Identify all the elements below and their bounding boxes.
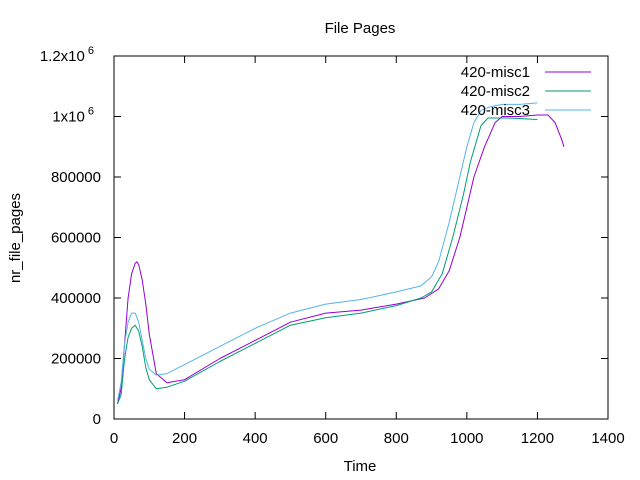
- x-tick-label: 1000: [450, 430, 483, 447]
- series-lines: [117, 102, 565, 405]
- x-tick-label: 1400: [591, 430, 624, 447]
- plot-area: [113, 55, 609, 420]
- y-tick-exponent: 6: [88, 106, 94, 118]
- legend: 420-misc1 420-misc2 420-misc3: [461, 64, 591, 119]
- x-tick-label: 0: [110, 430, 118, 447]
- x-axis-title: Time: [344, 458, 377, 475]
- y-tick-label: 800000: [51, 169, 101, 186]
- series-line-420-misc1: [117, 114, 565, 405]
- y-tick-label: 400000: [51, 290, 101, 307]
- legend-label-420-misc3: 420-misc3: [461, 102, 530, 119]
- y-tick-label: 1x10 6: [52, 106, 94, 126]
- series-line-420-misc2: [117, 117, 538, 405]
- series-line-420-misc3: [117, 102, 538, 401]
- x-tick-label: 400: [243, 430, 268, 447]
- y-tick-label: 0: [93, 411, 101, 428]
- chart-title: File Pages: [325, 20, 396, 37]
- x-tick-label: 600: [313, 430, 338, 447]
- y-tick-label: 200000: [51, 351, 101, 368]
- y-axis-title: nr_file_pages: [7, 193, 24, 283]
- y-tick-label: 600000: [51, 230, 101, 247]
- legend-label-420-misc1: 420-misc1: [461, 64, 530, 81]
- x-axis: 0 200 400 600 800 1000 1200 1400: [110, 56, 625, 447]
- x-tick-label: 800: [384, 430, 409, 447]
- legend-label-420-misc2: 420-misc2: [461, 83, 530, 100]
- x-tick-label: 200: [172, 430, 197, 447]
- y-tick-exponent: 6: [88, 45, 94, 57]
- x-tick-label: 1200: [521, 430, 554, 447]
- y-tick-label: 1.2x10 6: [40, 45, 94, 65]
- y-axis: 0 200000 400000 600000 800000 1x10 6 1.2x10 6: [40, 45, 608, 428]
